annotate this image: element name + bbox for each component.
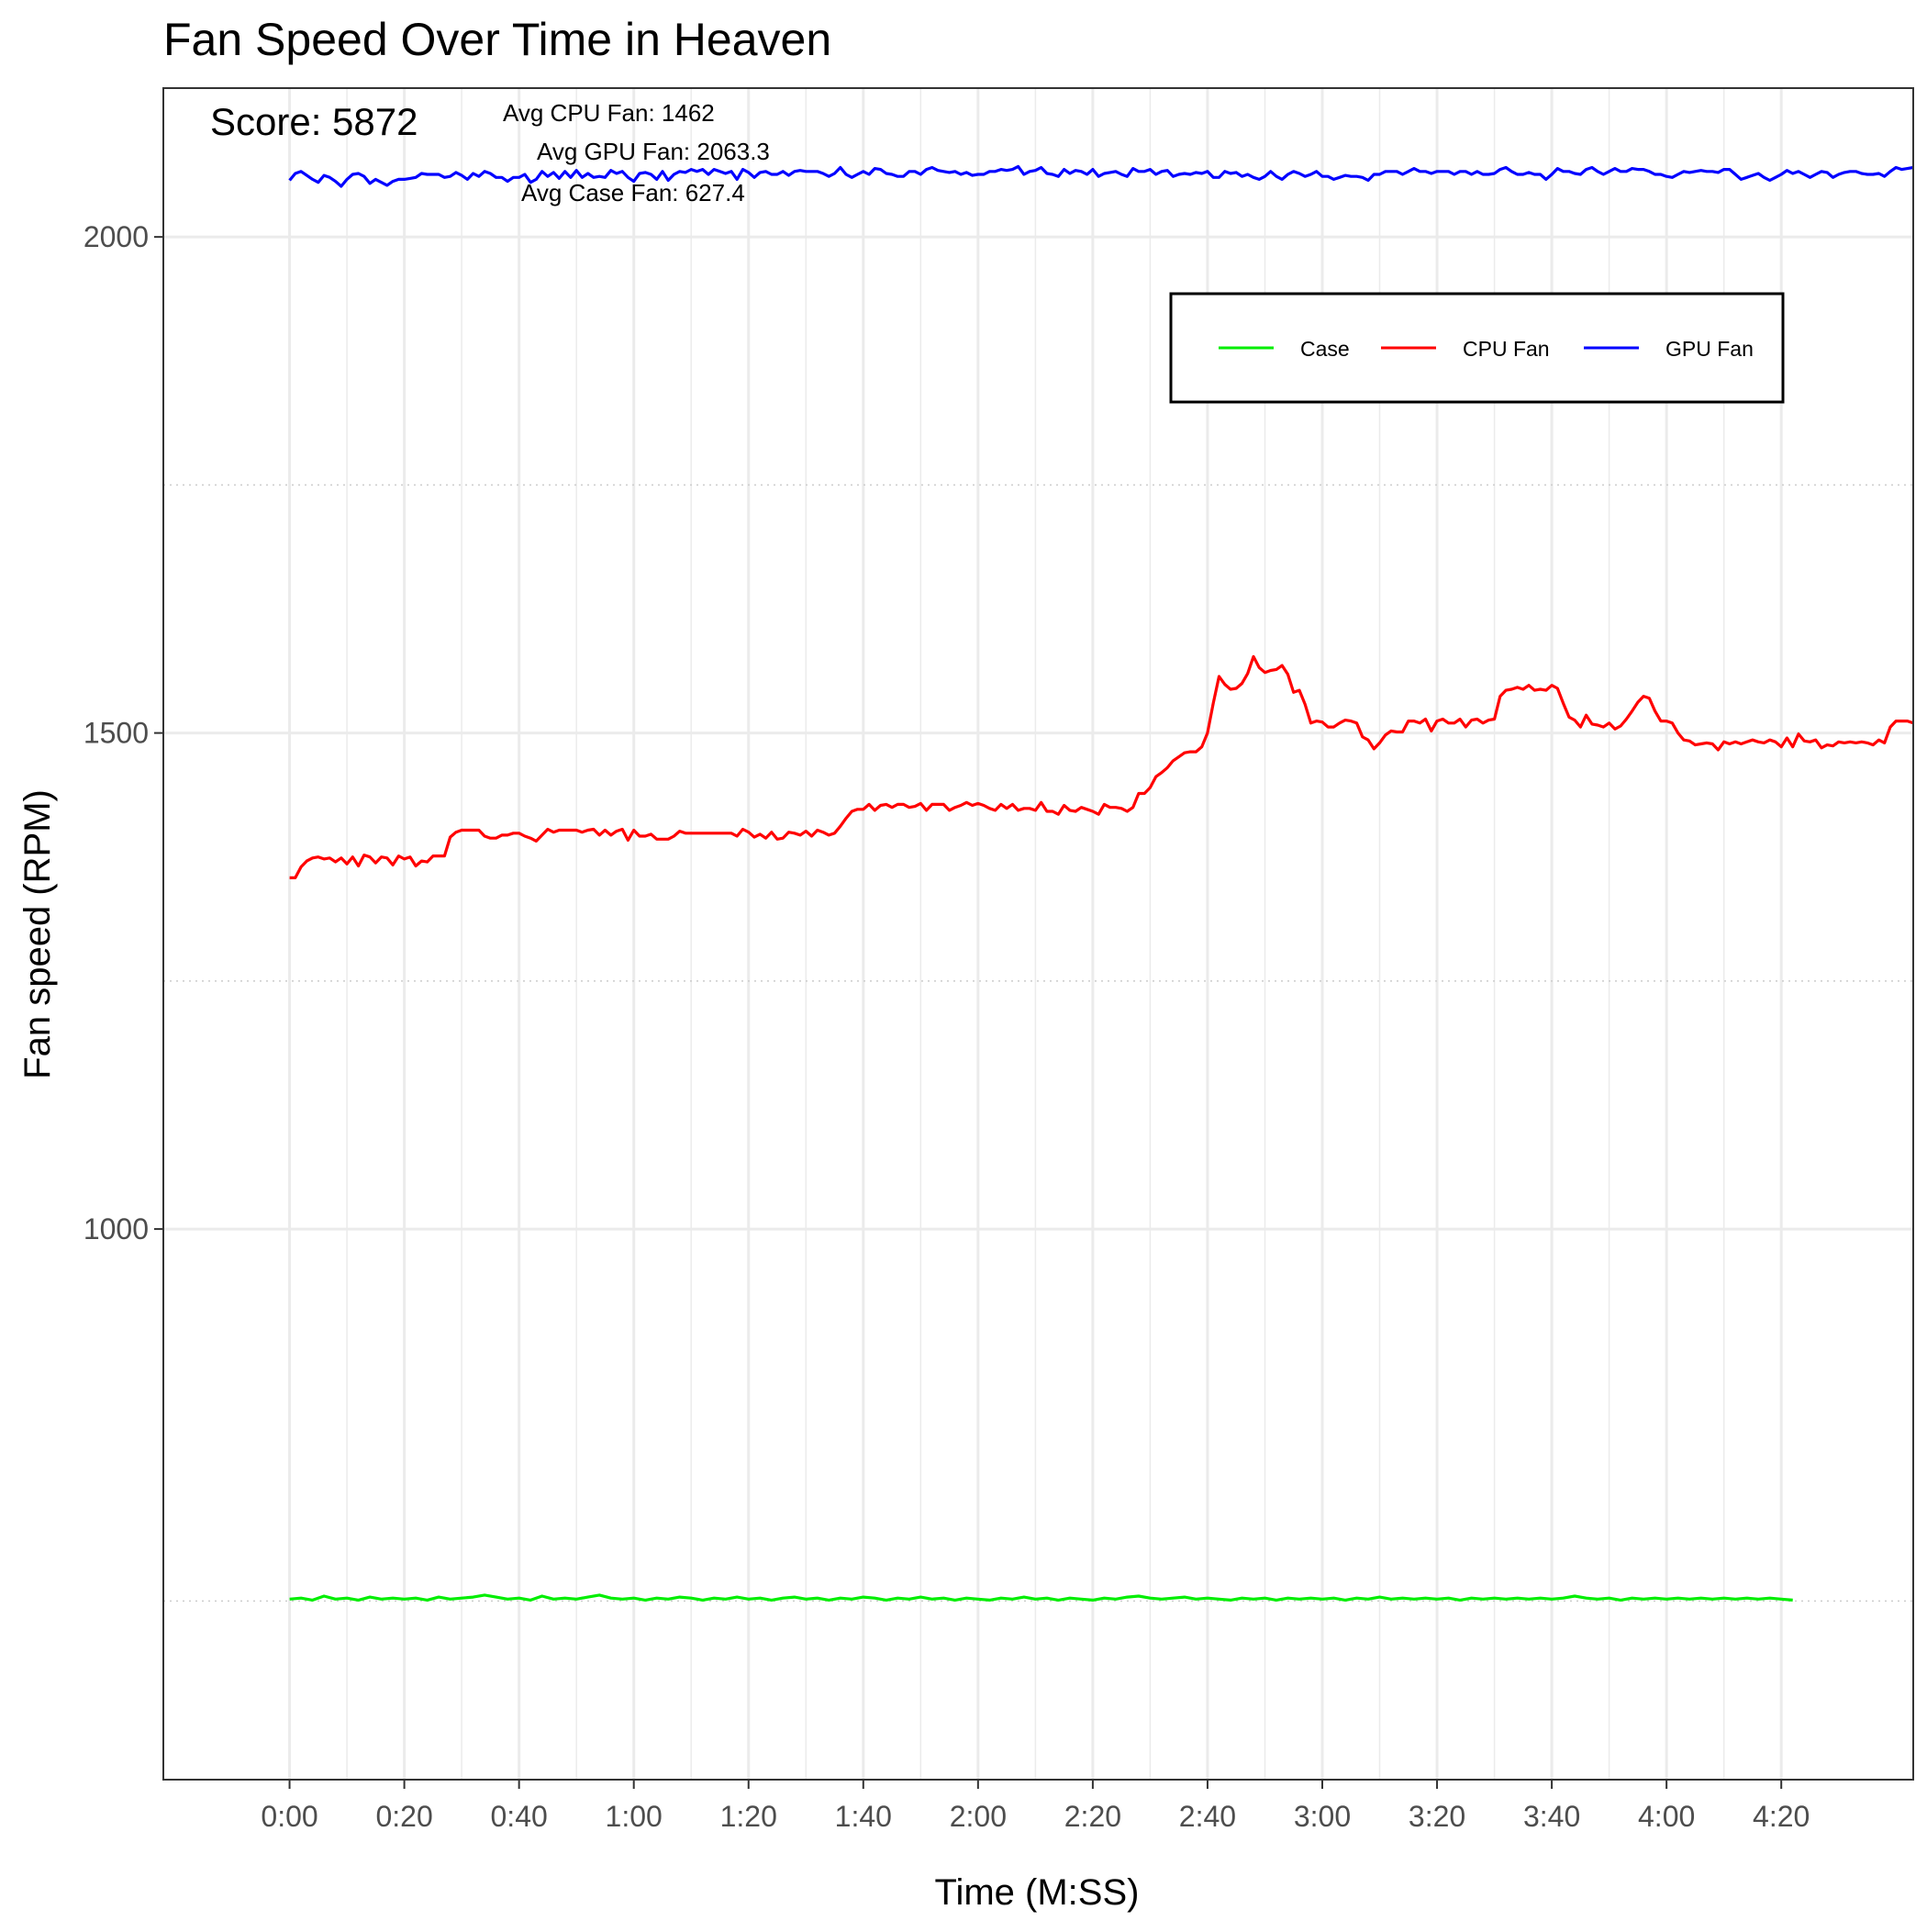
series-lines — [288, 164, 1914, 1603]
chart-title: Fan Speed Over Time in Heaven — [163, 14, 831, 65]
series-line-cpu-fan — [289, 654, 1914, 880]
legend-label-gpu-fan: GPU Fan — [1665, 337, 1754, 361]
legend-label-cpu-fan: CPU Fan — [1463, 337, 1550, 361]
x-tick-label: 3:20 — [1409, 1800, 1465, 1833]
y-axis-title: Fan speed (RPM) — [17, 789, 58, 1079]
legend-label-case: Case — [1300, 337, 1350, 361]
x-tick-label: 2:40 — [1179, 1800, 1236, 1833]
x-tick-label: 0:20 — [375, 1800, 432, 1833]
y-tick-label: 1500 — [84, 717, 149, 750]
series-line-gpu-fan — [288, 164, 1914, 188]
x-tick-label: 3:00 — [1294, 1800, 1351, 1833]
axes: 0:00 0:20 0:40 1:00 1:20 1:40 2:00 2:20 2:40 3:00… — [84, 220, 1810, 1833]
x-tick-label: 3:40 — [1523, 1800, 1580, 1833]
x-tick-label: 1:40 — [835, 1800, 892, 1833]
y-tick-label: 2000 — [84, 220, 149, 253]
avg-case-annotation: Avg Case Fan: 627.4 — [521, 179, 745, 207]
legend: Case CPU Fan GPU Fan — [1169, 292, 1785, 404]
x-tick-label: 2:00 — [950, 1800, 1007, 1833]
x-tick-label: 0:00 — [261, 1800, 317, 1833]
y-tick-label: 1000 — [84, 1212, 149, 1245]
legend-box — [1169, 292, 1785, 404]
x-tick-label: 1:20 — [720, 1800, 777, 1833]
x-tick-label: 4:00 — [1638, 1800, 1695, 1833]
x-tick-label: 2:20 — [1064, 1800, 1121, 1833]
avg-gpu-annotation: Avg GPU Fan: 2063.3 — [537, 138, 770, 165]
score-annotation: Score: 5872 — [210, 100, 418, 143]
x-tick-label: 0:40 — [491, 1800, 548, 1833]
x-tick-label: 4:20 — [1753, 1800, 1810, 1833]
avg-cpu-annotation: Avg CPU Fan: 1462 — [503, 99, 715, 127]
plot-panel-border — [162, 87, 1914, 1781]
series-line-case — [289, 1593, 1793, 1603]
x-tick-label: 1:00 — [606, 1800, 663, 1833]
x-axis-title: Time (M:SS) — [935, 1872, 1140, 1913]
